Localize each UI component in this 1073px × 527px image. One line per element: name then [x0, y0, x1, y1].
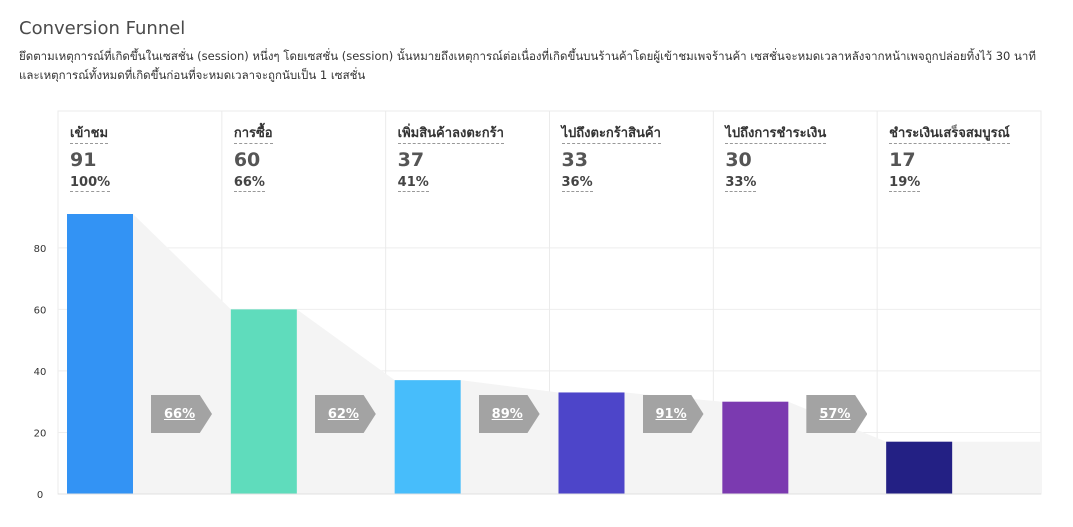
- conversion-rate-badge[interactable]: 91%: [642, 395, 704, 433]
- stage-percent[interactable]: 100%: [70, 175, 111, 192]
- y-tick-label: 20: [34, 428, 47, 439]
- page-description: ยึดตามเหตุการณ์ที่เกิดขึ้นในเซสชั่น (ses…: [19, 49, 1036, 82]
- y-tick-label: 0: [37, 490, 43, 501]
- bar: [394, 380, 461, 494]
- bar: [886, 441, 953, 494]
- stage-percent[interactable]: 33%: [725, 175, 757, 192]
- stage-count: 91: [70, 149, 97, 171]
- bar: [722, 401, 789, 494]
- bar: [67, 214, 133, 494]
- stage-count: 37: [397, 149, 425, 171]
- conversion-rate-label: 91%: [655, 406, 687, 422]
- stage-label[interactable]: เข้าชม: [70, 125, 109, 144]
- conversion-rate-label: 66%: [164, 406, 196, 422]
- stage-percent[interactable]: 36%: [561, 175, 593, 192]
- y-tick-label: 60: [34, 305, 47, 316]
- stage-header: ไปถึงตะกร้าสินค้า 33 36%: [561, 122, 712, 192]
- stage-count: 30: [725, 149, 752, 171]
- stage-label[interactable]: ชำระเงินเสร็จสมบูรณ์: [889, 125, 1010, 144]
- stage-percent[interactable]: 19%: [889, 175, 921, 192]
- stage-count: 33: [561, 149, 588, 171]
- conversion-rate-badge[interactable]: 62%: [314, 395, 376, 433]
- stage-header: เพิ่มสินค้าลงตะกร้า 37 41%: [397, 122, 548, 192]
- conversion-rate-badge[interactable]: 57%: [806, 395, 868, 433]
- stage-header: การซื้อ 60 66%: [233, 122, 384, 192]
- stage-header: เข้าชม 91 100%: [70, 122, 220, 192]
- conversion-rate-label: 89%: [491, 406, 523, 422]
- conversion-rate-label: 62%: [327, 406, 359, 422]
- stage-count: 17: [889, 149, 916, 171]
- stage-percent[interactable]: 66%: [233, 175, 265, 192]
- conversion-rate-badge[interactable]: 66%: [151, 395, 212, 433]
- stage-label[interactable]: ไปถึงการชำระเงิน: [725, 125, 827, 144]
- stage-label[interactable]: ไปถึงตะกร้าสินค้า: [561, 125, 661, 144]
- conversion-rate-badge[interactable]: 89%: [478, 395, 540, 433]
- stage-label[interactable]: การซื้อ: [233, 125, 273, 144]
- stage-count: 60: [233, 149, 261, 171]
- stage-header: ไปถึงการชำระเงิน 30 33%: [725, 122, 875, 192]
- y-tick-label: 80: [34, 244, 47, 255]
- stage-label[interactable]: เพิ่มสินค้าลงตะกร้า: [397, 125, 504, 144]
- y-tick-label: 40: [34, 367, 47, 378]
- bar: [230, 309, 297, 494]
- stage-percent[interactable]: 41%: [397, 175, 429, 192]
- conversion-rate-label: 57%: [819, 406, 851, 422]
- page-title: Conversion Funnel: [19, 18, 186, 39]
- stage-header: ชำระเงินเสร็จสมบูรณ์ 17 19%: [889, 122, 1039, 192]
- bar: [558, 392, 625, 494]
